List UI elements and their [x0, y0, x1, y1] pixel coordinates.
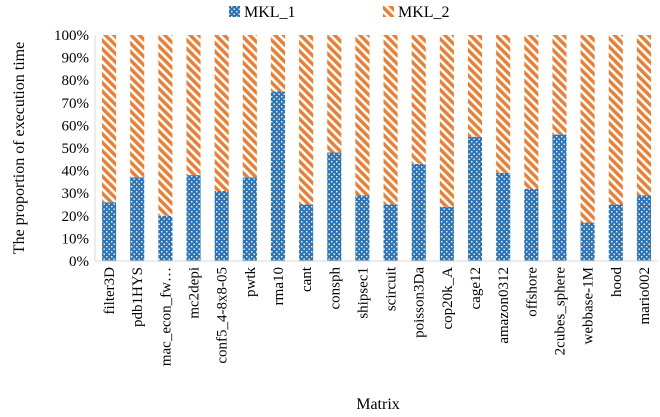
- y-tick-label: 90%: [62, 51, 90, 67]
- x-tick-label: pdb1HYS: [130, 267, 146, 327]
- bar-mkl-1-segment: [496, 172, 511, 261]
- x-axis: filter3D pdb1HYS mac_econ_fw… mc2depi conf5_…: [95, 260, 658, 366]
- legend-label: MKL_2: [398, 4, 450, 21]
- bar-mkl-1-segment: [186, 175, 201, 261]
- bar-mkl-1-segment: [242, 177, 257, 261]
- bar-mkl-1-segment: [636, 195, 651, 261]
- bar-mkl-2-segment: [580, 35, 595, 223]
- bar-mkl-1-segment: [524, 188, 539, 261]
- x-tick-label: cage12: [468, 267, 484, 309]
- bar-mkl-2-segment: [130, 35, 145, 178]
- x-tick-label: shipsec1: [355, 267, 371, 319]
- legend-swatch: [383, 6, 394, 17]
- bar-mkl-1-segment: [214, 190, 229, 261]
- bar-mkl-2-segment: [524, 35, 539, 189]
- x-tick-label: consph: [327, 267, 343, 310]
- bar-mkl-1-segment: [608, 204, 623, 261]
- bar-mkl-1-segment: [580, 222, 595, 261]
- legend-swatch: [229, 6, 240, 17]
- bar-mkl-1-segment: [552, 134, 567, 261]
- x-tick-label: mc2depi: [187, 267, 203, 319]
- bar-mkl-1-segment: [355, 195, 370, 261]
- bar-mkl-2-segment: [355, 35, 370, 196]
- bar-mkl-1-segment: [439, 206, 454, 261]
- x-tick-label: pwtk: [243, 267, 259, 298]
- legend: MKL_1 MKL_2: [229, 4, 450, 21]
- y-tick-label: 30%: [62, 186, 90, 202]
- legend-label: MKL_1: [244, 4, 296, 21]
- x-axis-title: Matrix: [356, 396, 400, 413]
- bar-mkl-2-segment: [608, 35, 623, 205]
- bar-mkl-1-segment: [467, 136, 483, 261]
- bar-mkl-2-segment: [270, 35, 286, 92]
- bar-mkl-2-segment: [242, 35, 257, 178]
- bar-mkl-2-segment: [439, 35, 454, 207]
- x-tick-label: conf5_4-8x8-05: [215, 267, 231, 364]
- x-tick-label: hood: [609, 267, 625, 298]
- bar-mkl-2-segment: [186, 35, 201, 176]
- x-tick-label: webbase-1M: [581, 267, 597, 344]
- bar-mkl-1-segment: [327, 152, 342, 261]
- y-tick-label: 70%: [62, 96, 90, 112]
- bar-mkl-2-segment: [327, 35, 342, 153]
- bar-mkl-2-segment: [214, 35, 229, 191]
- bar-mkl-1-segment: [411, 163, 426, 261]
- bar-mkl-1-segment: [158, 215, 173, 261]
- bar-mkl-1-segment: [102, 202, 117, 261]
- y-tick-label: 40%: [62, 164, 90, 180]
- bar-mkl-1-segment: [383, 204, 398, 261]
- bars: [102, 35, 651, 261]
- bar-mkl-2-segment: [158, 35, 173, 216]
- x-tick-label: poisson3Da: [412, 267, 428, 338]
- x-tick-label: mac_econ_fw…: [158, 267, 174, 366]
- y-tick-label: 60%: [62, 118, 90, 134]
- x-tick-label: offshore: [524, 267, 540, 317]
- bar-mkl-2-segment: [496, 35, 511, 173]
- y-tick-label: 100%: [54, 28, 89, 44]
- y-tick-label: 80%: [62, 73, 90, 89]
- x-tick-label: cop20k_A: [440, 267, 456, 330]
- x-tick-label: 2cubes_sphere: [552, 267, 568, 356]
- bar-mkl-2-segment: [467, 35, 483, 137]
- x-tick-label: mario002: [637, 267, 653, 325]
- bar-mkl-2-segment: [299, 35, 314, 205]
- x-tick-label: cant: [299, 266, 315, 292]
- y-tick-label: 20%: [62, 209, 90, 225]
- y-axis: 0% 10% 20% 30% 40% 50% 60% 70% 80% 90% 100%: [54, 28, 96, 270]
- bar-mkl-1-segment: [130, 177, 145, 261]
- bar-mkl-2-segment: [552, 35, 567, 135]
- y-tick-label: 10%: [62, 231, 90, 247]
- x-tick-label: rma10: [271, 267, 287, 305]
- y-tick-label: 0%: [69, 254, 89, 270]
- bar-mkl-2-segment: [411, 35, 426, 164]
- bar-mkl-1-segment: [270, 91, 286, 261]
- y-tick-label: 50%: [62, 141, 90, 157]
- x-tick-label: filter3D: [102, 267, 118, 315]
- x-tick-label: amazon0312: [496, 267, 512, 344]
- bar-mkl-2-segment: [636, 35, 651, 196]
- y-axis-title: The proportion of execution time: [11, 42, 28, 254]
- bar-mkl-1-segment: [299, 204, 314, 261]
- bar-mkl-2-segment: [102, 35, 117, 203]
- bar-mkl-2-segment: [383, 35, 398, 205]
- x-tick-label: scircuit: [384, 266, 400, 311]
